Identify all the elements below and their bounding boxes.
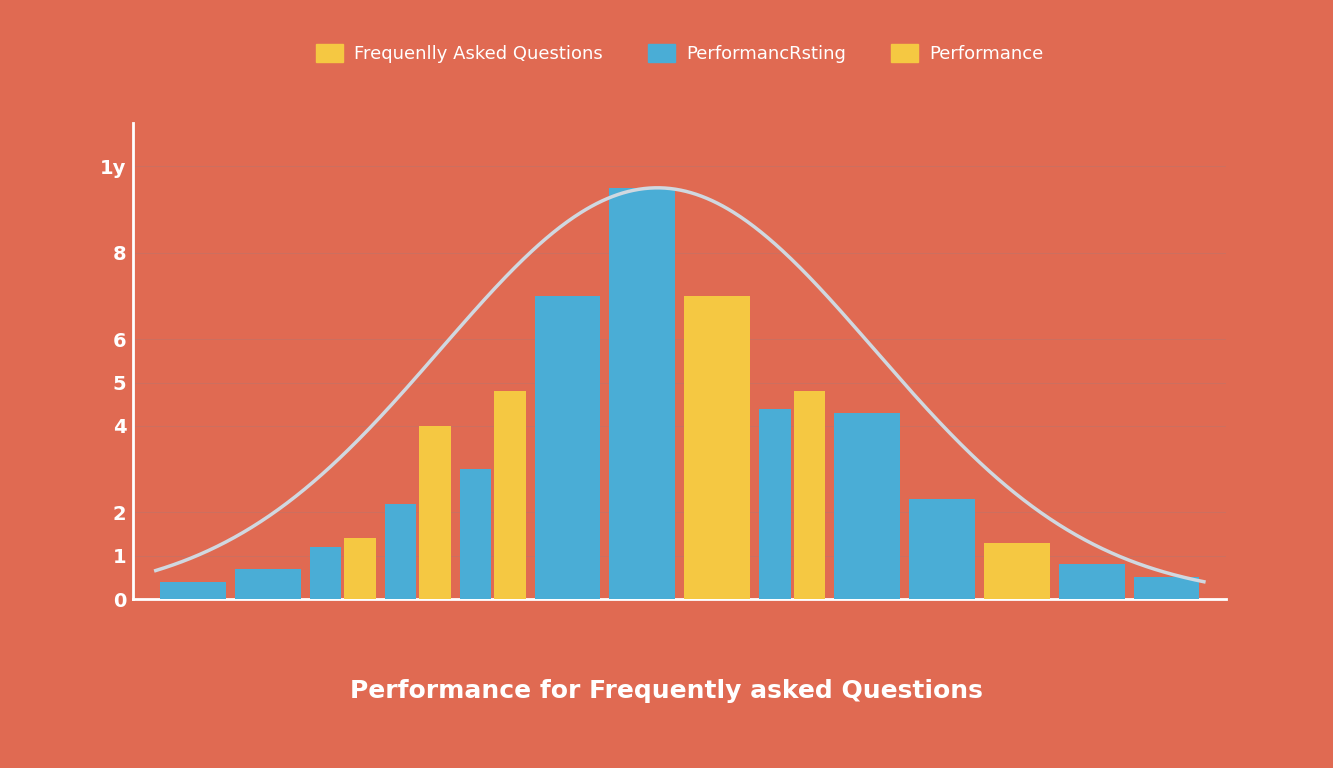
Bar xyxy=(984,543,1049,599)
Bar xyxy=(311,547,341,599)
Bar xyxy=(760,409,790,599)
Bar xyxy=(495,391,525,599)
Bar xyxy=(1058,564,1125,599)
Bar xyxy=(535,296,600,599)
Bar xyxy=(793,391,825,599)
Bar xyxy=(460,469,491,599)
Bar xyxy=(1133,578,1200,599)
Bar xyxy=(834,413,900,599)
Bar xyxy=(609,188,676,599)
Legend: Frequenlly Asked Questions, PerformancRsting, Performance: Frequenlly Asked Questions, PerformancRs… xyxy=(309,37,1050,71)
Bar xyxy=(160,581,227,599)
Bar xyxy=(344,538,376,599)
Bar xyxy=(420,426,451,599)
Text: Performance for Frequently asked Questions: Performance for Frequently asked Questio… xyxy=(351,679,982,703)
Bar xyxy=(909,499,974,599)
Bar xyxy=(235,569,301,599)
Bar xyxy=(684,296,750,599)
Bar xyxy=(385,504,416,599)
